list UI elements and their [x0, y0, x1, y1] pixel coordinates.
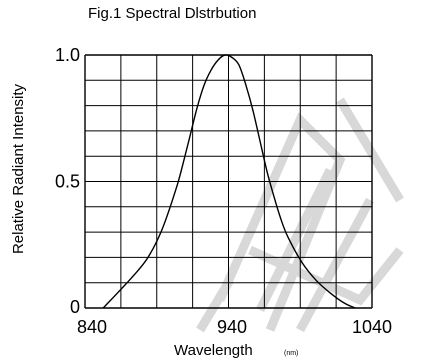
grid	[84, 54, 373, 309]
tick-labels: 840 940 1040 0 0.5 1.0	[55, 45, 392, 337]
x-axis-label: Wavelength	[174, 342, 253, 359]
x-tick-label: 940	[217, 317, 247, 337]
x-tick-label: 840	[77, 317, 107, 337]
y-tick-label: 0	[70, 297, 80, 317]
y-axis-label: Relative Radiant Intensity	[10, 83, 27, 254]
x-axis-unit: (nm)	[284, 350, 298, 357]
chart-title: Fig.1 Spectral Dlstrbution	[88, 5, 256, 22]
spectral-curve	[102, 54, 356, 309]
y-tick-label: 1.0	[55, 45, 80, 65]
x-tick-label: 1040	[352, 317, 392, 337]
y-tick-label: 0.5	[55, 172, 80, 192]
